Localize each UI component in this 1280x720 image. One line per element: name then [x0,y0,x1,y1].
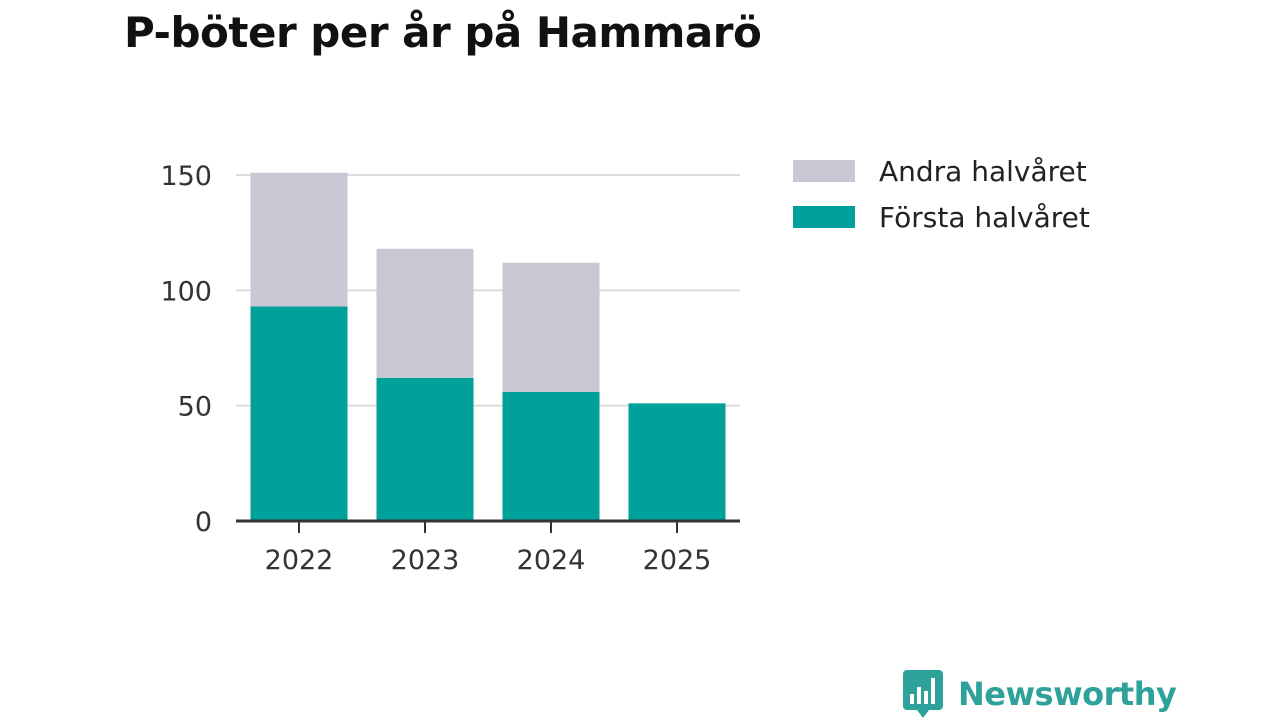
legend-item-forsta: Första halvåret [793,194,1090,240]
x-tick-label: 2022 [265,545,334,576]
chart-title: P-böter per år på Hammarö [124,8,762,57]
bars [250,172,726,521]
bar-2024-andra [502,262,600,392]
x-tick-label: 2025 [643,545,712,576]
brand-name: Newsworthy [958,675,1177,713]
legend-item-andra: Andra halvåret [793,148,1090,194]
y-tick-label: 50 [178,392,212,423]
bar-2022-andra [250,172,348,307]
bar-2023-andra [376,248,474,378]
bar-2023-forsta [376,377,474,521]
bar-2022-forsta [250,306,348,521]
y-tick-label: 0 [195,507,212,538]
legend-swatch-andra [793,160,855,182]
legend-label-andra: Andra halvåret [879,154,1087,188]
legend-label-forsta: Första halvåret [879,200,1090,234]
y-tick-label: 150 [160,161,212,192]
brand-logo: Newsworthy [903,670,1177,718]
x-tick-label: 2024 [517,545,586,576]
y-tick-label: 100 [160,276,212,307]
bar-2024-forsta [502,391,600,521]
legend: Andra halvåret Första halvåret [793,148,1090,240]
newsworthy-logo-icon [903,670,943,718]
axes: 0 50 100 150 2022 2023 2024 2025 [160,161,740,576]
x-tick-label: 2023 [391,545,460,576]
legend-swatch-forsta [793,206,855,228]
bar-2025-forsta [628,403,726,521]
